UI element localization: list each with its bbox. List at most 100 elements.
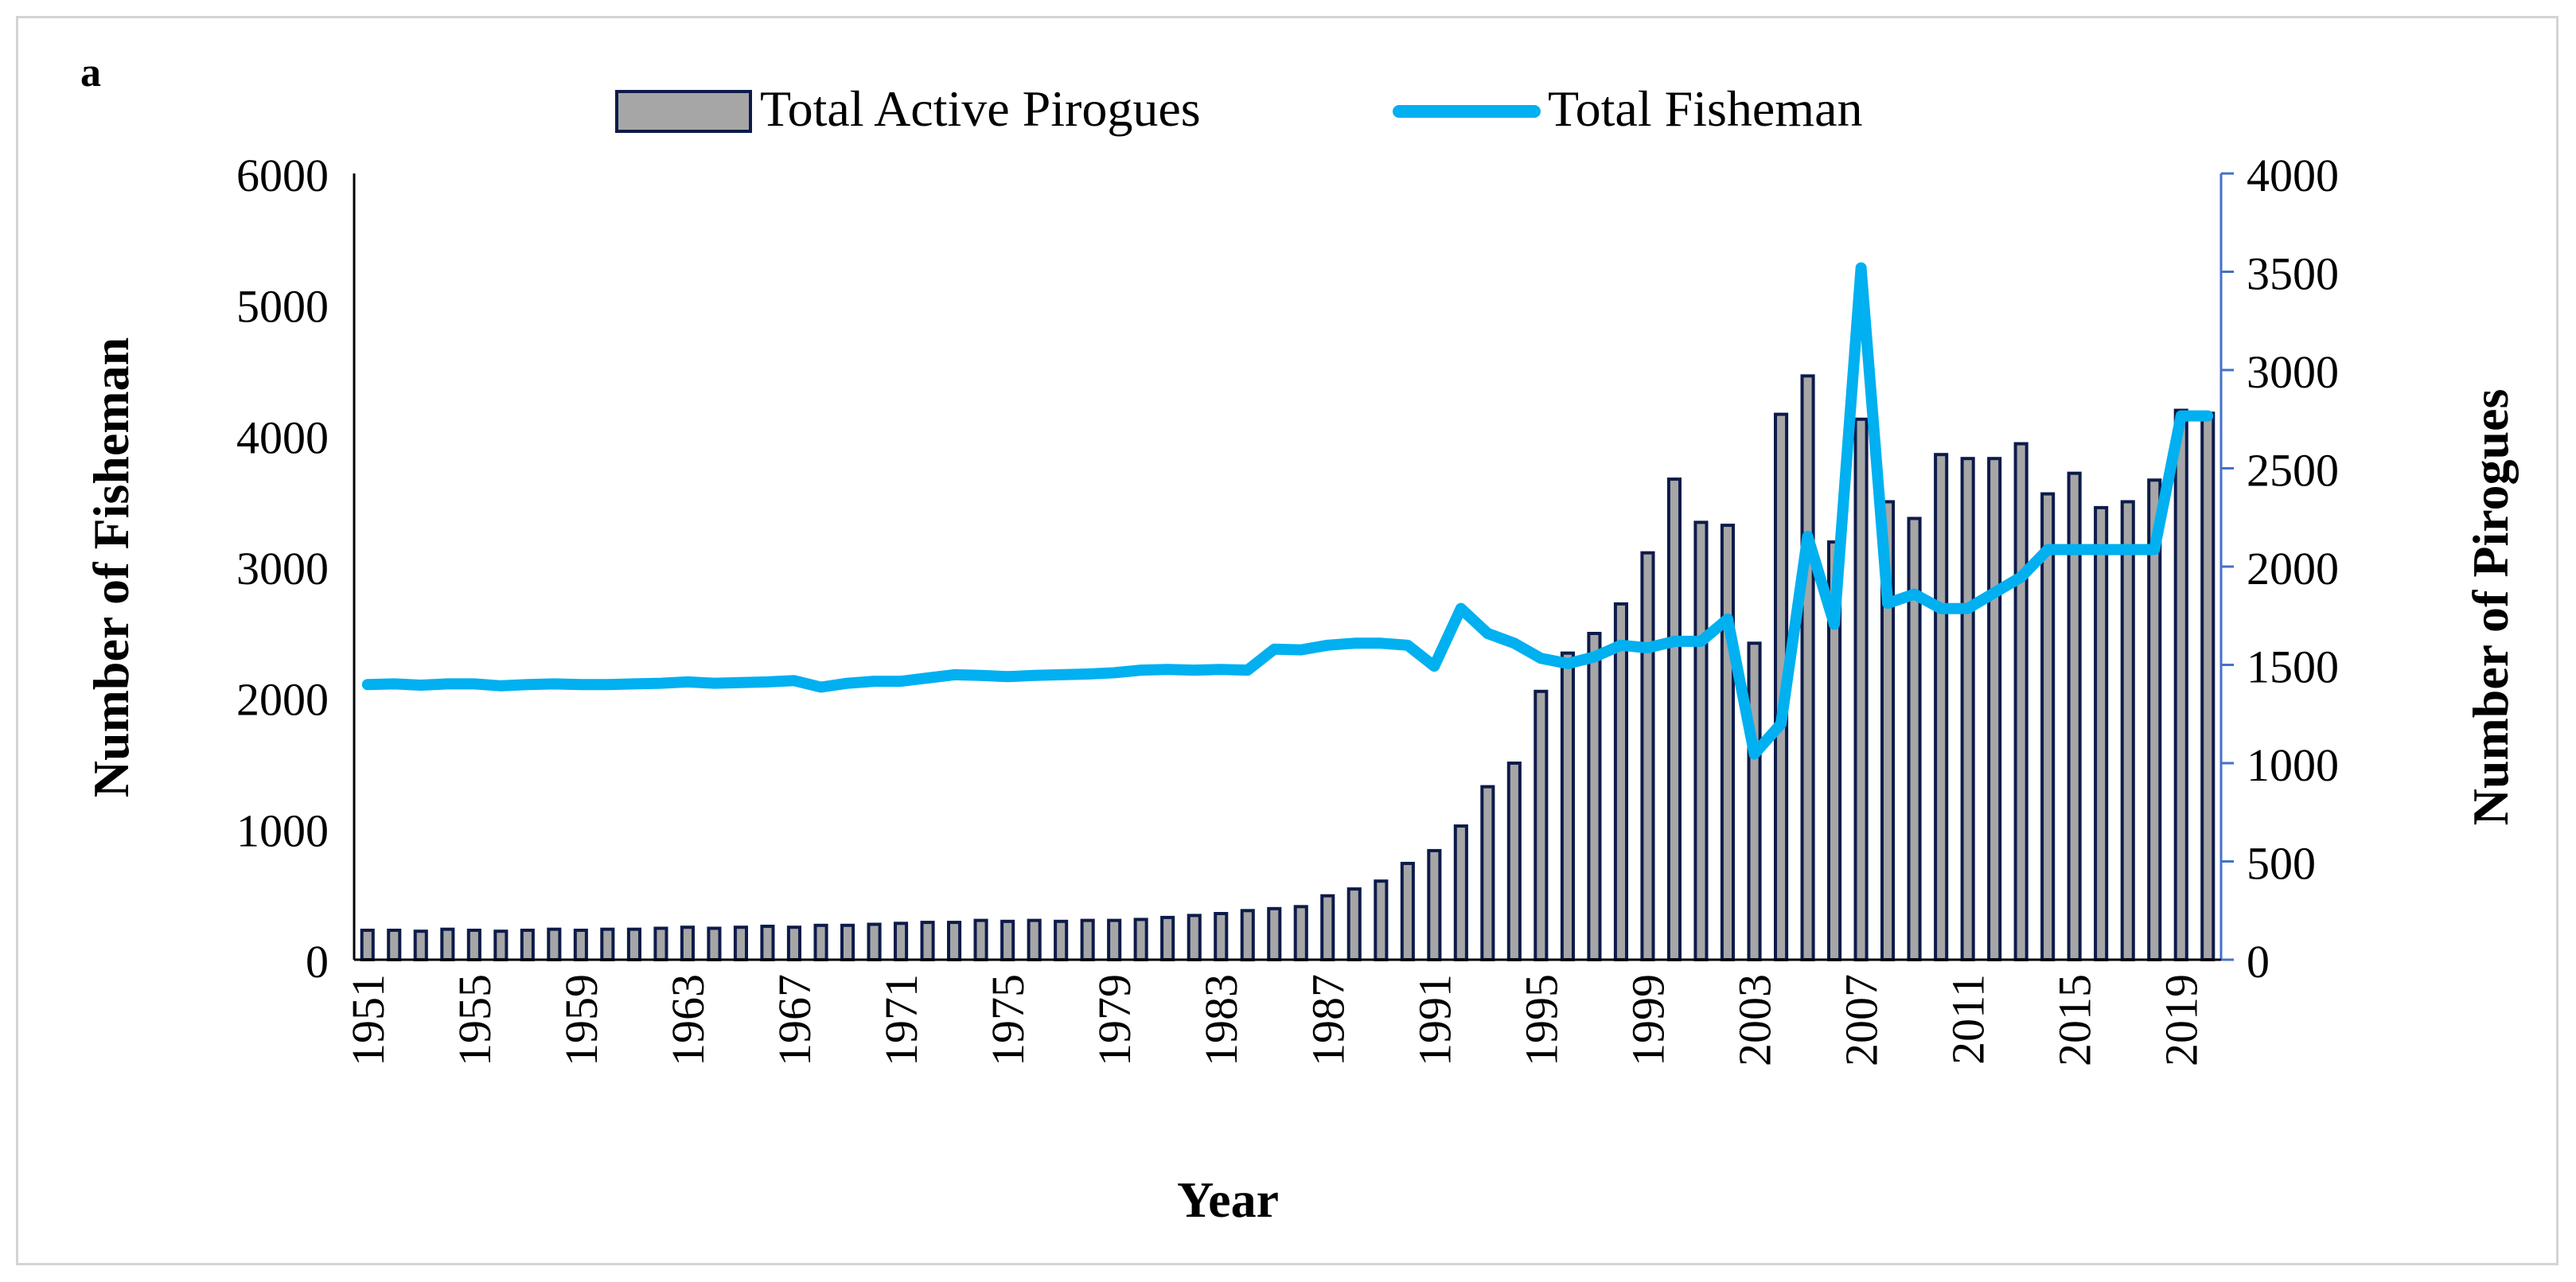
x-tick-1983: 1983 [1195,974,1247,1066]
bar-2014 [2040,492,2056,961]
x-tick-1955: 1955 [449,974,501,1066]
bar-2000 [1666,477,1682,961]
bar-1969 [840,923,855,962]
bar-1964 [707,926,722,961]
bars-group [360,374,2216,962]
axes-group [353,172,2234,961]
legend-swatch-bars [615,90,752,133]
bar-1996 [1560,651,1576,961]
bar-2019 [2173,408,2188,962]
line-group [361,262,2214,760]
series-line-fisheman [361,262,2214,760]
y-tick-right-0: 0 [2247,936,2270,988]
bar-2007 [1853,417,1869,962]
bar-1980 [1133,918,1148,962]
bar-1953 [413,929,428,961]
bar-1998 [1613,602,1629,962]
bar-1985 [1267,906,1282,962]
bar-1955 [466,929,481,961]
x-tick-2003: 2003 [1729,974,1781,1066]
y-tick-left-4000: 4000 [236,411,329,463]
bar-1974 [973,918,988,961]
bar-1977 [1054,919,1069,962]
y-tick-left-1000: 1000 [236,805,329,856]
bar-1957 [520,929,535,961]
bar-2009 [1907,516,1922,961]
bar-1961 [626,927,642,961]
legend: Total Active Pirogues Total Fisheman [615,80,1862,137]
bar-1992 [1453,824,1468,961]
y-tick-right-3500: 3500 [2247,248,2339,300]
bar-1981 [1160,915,1175,962]
bar-1997 [1587,632,1602,961]
bar-1956 [493,929,509,961]
bar-1976 [1027,918,1042,961]
bar-2001 [1693,520,1709,961]
bar-2020 [2200,411,2216,961]
bar-2016 [2094,505,2109,961]
bar-1963 [680,925,696,961]
bar-1993 [1480,785,1495,961]
bar-1987 [1320,894,1335,961]
x-tick-1971: 1971 [875,974,927,1066]
bar-1988 [1346,887,1362,961]
y-tick-left-3000: 3000 [236,543,329,594]
bar-2010 [1934,453,1949,961]
x-tick-1975: 1975 [982,974,1034,1066]
x-tick-1987: 1987 [1302,974,1354,1066]
x-tick-2011: 2011 [1943,974,1994,1065]
bar-1959 [573,929,588,961]
y-axis-title-left: Number of Fisheman [83,337,139,797]
y-tick-right-2000: 2000 [2247,543,2339,594]
bar-1952 [387,929,402,961]
y-tick-right-4000: 4000 [2247,150,2339,201]
bar-1951 [360,929,375,961]
x-tick-1951: 1951 [342,974,394,1066]
x-tick-1959: 1959 [555,974,607,1066]
bar-1986 [1293,905,1308,962]
x-tick-1991: 1991 [1409,974,1460,1066]
panel-label: a [80,50,101,95]
bar-1989 [1374,879,1389,961]
y-tick-right-1500: 1500 [2247,641,2339,693]
bar-1990 [1400,862,1415,961]
bar-2005 [1800,374,1815,961]
bar-1967 [786,925,802,961]
bar-2013 [2013,442,2028,961]
bar-2012 [1987,457,2002,961]
bar-1999 [1640,551,1655,961]
bar-1995 [1534,689,1549,961]
chart-frame: 0 1000 2000 3000 4000 5000 6000 0 500 1000 1500 200… [16,16,2558,1265]
x-tick-1967: 1967 [769,974,820,1066]
bar-1984 [1240,909,1255,962]
legend-label-bars: Total Active Pirogues [760,80,1201,137]
y-tick-right-2500: 2500 [2247,445,2339,497]
bar-1975 [1000,919,1015,962]
chart: 0 1000 2000 3000 4000 5000 6000 0 500 1000 1500 200… [80,50,2519,1228]
x-tick-2019: 2019 [2156,974,2208,1066]
x-tick-1999: 1999 [1622,974,1674,1066]
x-tick-2015: 2015 [2049,974,2101,1066]
bar-1978 [1080,918,1095,961]
bar-1973 [947,921,962,961]
x-tick-1979: 1979 [1089,974,1140,1066]
bar-1979 [1107,918,1122,961]
bar-1983 [1214,912,1229,961]
x-axis-title: Year [1177,1171,1279,1228]
x-tick-1995: 1995 [1515,974,1567,1066]
bar-1991 [1427,848,1442,962]
bar-2011 [1960,457,1975,961]
y-tick-right-1000: 1000 [2247,739,2339,791]
bar-1966 [760,925,775,961]
x-tick-1963: 1963 [662,974,714,1066]
bar-1972 [920,921,935,961]
bar-1965 [733,925,749,961]
bar-1958 [547,927,562,961]
y-tick-right-3000: 3000 [2247,346,2339,398]
y-tick-right-500: 500 [2247,838,2316,890]
tick-labels-group: 0 1000 2000 3000 4000 5000 6000 0 500 1000 1500 200… [236,150,2339,1066]
bar-1982 [1187,914,1202,962]
bar-1970 [867,922,882,961]
bar-1994 [1506,762,1522,961]
bar-1954 [440,927,455,961]
